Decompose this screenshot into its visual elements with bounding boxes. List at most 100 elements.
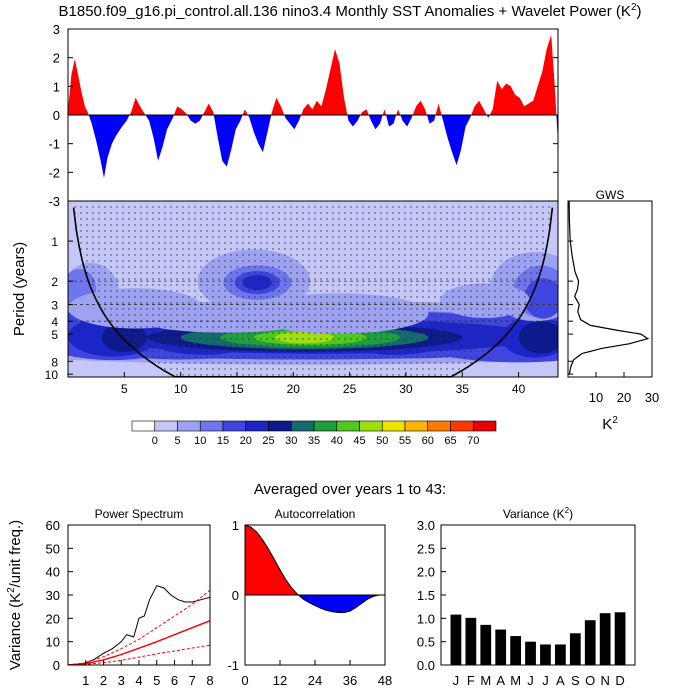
y-tick-label: 0	[53, 108, 60, 123]
colorbar-label: 30	[285, 435, 297, 447]
spectrum-series-1	[68, 620, 210, 665]
colorbar-label: 40	[331, 435, 343, 447]
x-tick-label: 8	[206, 673, 213, 688]
colorbar-swatch	[427, 420, 451, 432]
spectrum-series-3	[68, 644, 210, 665]
variance-bar	[555, 644, 566, 665]
y-tick-label: 2	[53, 51, 60, 66]
y-tick-label: 1.0	[417, 611, 435, 626]
coi-hatching	[68, 201, 558, 377]
colorbar-swatch	[359, 420, 383, 432]
gws-title: GWS	[596, 188, 625, 202]
variance-bar	[510, 636, 521, 665]
gws-curve	[568, 200, 650, 375]
colorbar-swatch	[336, 420, 360, 432]
panel-title: Variance (K2)	[503, 506, 573, 521]
y-tick-label: -1	[227, 658, 239, 673]
y-tick-label: 50	[46, 541, 60, 556]
y-tick-label: 1.5	[417, 588, 435, 603]
colorbar-label: 15	[217, 435, 229, 447]
variance-bar	[465, 617, 477, 665]
x-tick-label: 36	[343, 673, 357, 688]
colorbar-swatch	[268, 420, 292, 432]
y-tick-label: -1	[48, 137, 60, 152]
x-tick-label: A	[556, 673, 565, 688]
y-tick-label: 20	[46, 611, 60, 626]
y-tick-label: 2.5	[417, 541, 435, 556]
averaged-label: Averaged over years 1 to 43:	[254, 481, 446, 498]
positive-anomaly-area	[68, 34, 558, 115]
figure-title: B1850.f09_g16.pi_control.all.136 nino3.4…	[59, 2, 642, 20]
y-tick-label: 0.0	[417, 658, 435, 673]
x-tick-label: 7	[189, 673, 196, 688]
x-tick-label: M	[480, 673, 491, 688]
y-tick-label: 8	[51, 355, 58, 369]
variance-panel: J F M A M J J A S O N D0.00.51.01.52.02.53.0Varianc…	[417, 506, 636, 688]
colorbar-label: 65	[444, 435, 456, 447]
y-tick-label: 1	[51, 235, 58, 249]
x-tick-label: 5	[121, 382, 128, 396]
variance-bar	[450, 614, 462, 665]
colorbar-label: 25	[262, 435, 274, 447]
x-tick-label: 4	[135, 673, 142, 688]
colorbar: 0 5 10 15 20 25 30 35 40 45 50 55 60 65 70	[131, 420, 497, 447]
gws-x-tick-label: 30	[645, 390, 659, 405]
variance-bar	[599, 613, 611, 665]
colorbar-label: 35	[308, 435, 320, 447]
x-tick-label: 48	[378, 673, 392, 688]
x-tick-label: 0	[241, 673, 248, 688]
y-tick-label: 0	[53, 658, 60, 673]
x-tick-label: J	[542, 673, 549, 688]
autocorrelation-curve	[244, 524, 385, 613]
colorbar-swatch	[154, 420, 178, 432]
negative-anomaly-area	[68, 115, 558, 179]
x-tick-label: N	[600, 673, 609, 688]
colorbar-label: 5	[174, 435, 180, 447]
x-tick-label: A	[496, 673, 505, 688]
y-tick-label: 2	[51, 275, 58, 289]
colorbar-label: 20	[240, 435, 252, 447]
colorbar-swatch	[290, 420, 315, 432]
variance-bar	[480, 624, 492, 665]
y-tick-label: 2.0	[417, 565, 435, 580]
variance-bar	[525, 641, 536, 665]
x-tick-label: 24	[308, 673, 322, 688]
colorbar-label: 55	[399, 435, 411, 447]
x-tick-label: J	[527, 673, 534, 688]
y-tick-label: 60	[46, 518, 60, 533]
x-tick-label: 5	[153, 673, 160, 688]
variance-bar	[569, 633, 581, 665]
gws-panel: GWS 10 20 30 K2	[567, 188, 659, 433]
y-tick-label: 3	[53, 22, 60, 37]
x-tick-label: 30	[399, 382, 413, 396]
colorbar-swatch	[313, 420, 338, 432]
y-tick-label: 10	[46, 635, 60, 650]
sst-anomaly-panel: -3 -2 -1 0 1 2 3	[48, 22, 559, 209]
y-tick-label: 3	[51, 299, 58, 313]
colorbar-label: 60	[422, 435, 434, 447]
x-tick-label: 6	[171, 673, 178, 688]
y-axis-label: Period (years)	[11, 242, 28, 336]
x-tick-label: 2	[100, 673, 107, 688]
plot-frame	[67, 200, 559, 378]
colorbar-swatch	[404, 420, 429, 432]
gws-x-tick-label: 10	[589, 390, 603, 405]
colorbar-swatch	[131, 420, 156, 432]
spectrum-series-2	[68, 589, 210, 665]
x-tick-label: 10	[174, 382, 188, 396]
y-tick-label: 40	[46, 565, 60, 580]
colorbar-swatch	[245, 420, 269, 432]
variance-bar	[614, 612, 626, 665]
x-tick-label: 20	[287, 382, 301, 396]
colorbar-label: 50	[376, 435, 388, 447]
panel-title: Power Spectrum	[95, 507, 184, 521]
variance-bar	[584, 620, 596, 665]
colorbar-label: 45	[353, 435, 365, 447]
positive-correlation-area	[245, 525, 385, 595]
x-tick-label: D	[615, 673, 624, 688]
y-axis-label: Variance (K2/unit freq.)	[6, 520, 24, 670]
colorbar-swatch	[450, 420, 474, 432]
